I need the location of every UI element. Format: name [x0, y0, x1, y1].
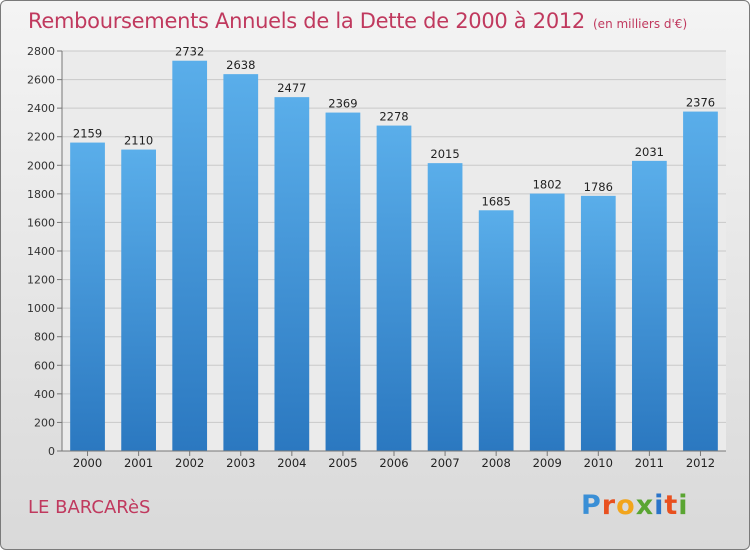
commune-name: LE BARCARèS [28, 497, 151, 518]
value-label: 2159 [73, 127, 102, 141]
value-label: 2278 [379, 110, 408, 124]
y-tick-label: 200 [34, 416, 55, 429]
bar-2005 [325, 112, 361, 452]
chart-title: Remboursements Annuels de la Dette de 20… [28, 9, 687, 33]
x-tick-label: 2008 [482, 456, 511, 470]
bar-2000 [70, 142, 105, 452]
value-labels: 2159 2110 2732 2638 2477 2369 2278 2015 1685 1802… [73, 45, 715, 209]
x-tick-label: 2009 [533, 456, 562, 470]
x-tick-label: 2003 [226, 456, 255, 470]
x-tick-label: 2004 [277, 456, 306, 470]
value-label: 1802 [533, 178, 562, 192]
bar-2010 [580, 195, 616, 451]
x-axis-ticks: 2000 2001 2002 2003 2004 2005 2006 2007 2008 2009… [73, 451, 715, 470]
value-label: 1685 [482, 194, 511, 208]
bar-2002 [172, 60, 208, 451]
bar-2003 [223, 74, 259, 452]
y-tick-label: 1200 [27, 274, 55, 287]
y-tick-label: 600 [34, 359, 55, 372]
x-tick-label: 2002 [175, 456, 204, 470]
x-tick-label: 2005 [328, 456, 357, 470]
y-tick-label: 1600 [27, 216, 55, 229]
bar-2011 [632, 160, 667, 451]
x-tick-label: 2010 [584, 456, 613, 470]
y-tick-label: 400 [34, 388, 55, 401]
y-tick-label: 800 [34, 331, 55, 344]
y-tick-label: 2400 [27, 102, 55, 115]
value-label: 2638 [226, 58, 255, 72]
value-label: 1786 [584, 180, 613, 194]
chart-unit: (en milliers d'€) [593, 17, 688, 31]
y-tick-label: 1000 [27, 302, 55, 315]
x-tick-label: 2000 [73, 456, 102, 470]
y-tick-label: 2000 [27, 159, 55, 172]
bar-2008 [478, 210, 514, 451]
x-tick-label: 2001 [124, 456, 153, 470]
y-axis-ticks: 0 200 400 600 800 1000 1200 1400 1600 1800 2000 220… [27, 45, 62, 458]
value-label: 2369 [328, 97, 357, 111]
y-tick-label: 1400 [27, 245, 55, 258]
value-label: 2376 [686, 96, 715, 110]
value-label: 2477 [277, 81, 306, 95]
bar-2006 [376, 125, 412, 452]
y-tick-label: 0 [48, 445, 55, 458]
y-tick-label: 1800 [27, 188, 55, 201]
x-tick-label: 2006 [379, 456, 408, 470]
value-label: 2110 [124, 134, 153, 148]
value-label: 2732 [175, 45, 204, 59]
bar-2012 [683, 111, 718, 452]
bar-2009 [529, 193, 565, 452]
x-tick-label: 2012 [686, 456, 715, 470]
y-tick-label: 2600 [27, 74, 55, 87]
y-tick-label: 2800 [27, 45, 55, 58]
bars [70, 60, 718, 452]
bar-2004 [274, 97, 310, 452]
value-label: 2031 [635, 145, 664, 159]
x-tick-label: 2007 [430, 456, 459, 470]
bar-2007 [427, 163, 463, 451]
value-label: 2015 [430, 147, 459, 161]
y-tick-label: 2200 [27, 131, 55, 144]
proxiti-logo: Proxiti [581, 490, 689, 521]
chart-title-text: Remboursements Annuels de la Dette de 20… [28, 9, 585, 33]
bar-2001 [121, 149, 156, 452]
x-tick-label: 2011 [635, 456, 664, 470]
